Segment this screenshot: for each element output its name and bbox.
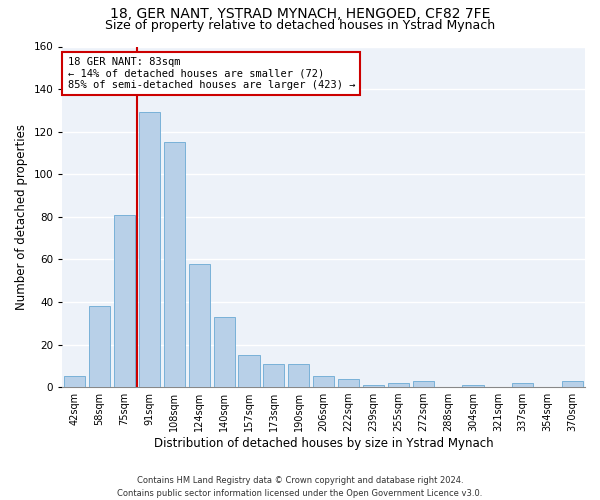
Bar xyxy=(188,264,210,387)
Bar xyxy=(164,142,185,387)
Text: Contains HM Land Registry data © Crown copyright and database right 2024.
Contai: Contains HM Land Registry data © Crown c… xyxy=(118,476,482,498)
Bar xyxy=(64,376,85,387)
Bar xyxy=(139,112,160,387)
Bar xyxy=(288,364,310,387)
Bar xyxy=(238,355,260,387)
Bar xyxy=(338,378,359,387)
Bar xyxy=(413,380,434,387)
Bar xyxy=(512,383,533,387)
Bar xyxy=(463,385,484,387)
Text: 18, GER NANT, YSTRAD MYNACH, HENGOED, CF82 7FE: 18, GER NANT, YSTRAD MYNACH, HENGOED, CF… xyxy=(110,8,490,22)
Bar xyxy=(89,306,110,387)
Y-axis label: Number of detached properties: Number of detached properties xyxy=(15,124,28,310)
Text: 18 GER NANT: 83sqm
← 14% of detached houses are smaller (72)
85% of semi-detache: 18 GER NANT: 83sqm ← 14% of detached hou… xyxy=(68,56,355,90)
Bar xyxy=(114,214,135,387)
Bar xyxy=(214,317,235,387)
Bar xyxy=(263,364,284,387)
Bar xyxy=(363,385,384,387)
Bar xyxy=(562,380,583,387)
Text: Size of property relative to detached houses in Ystrad Mynach: Size of property relative to detached ho… xyxy=(105,19,495,32)
Bar xyxy=(388,383,409,387)
X-axis label: Distribution of detached houses by size in Ystrad Mynach: Distribution of detached houses by size … xyxy=(154,437,493,450)
Bar xyxy=(313,376,334,387)
